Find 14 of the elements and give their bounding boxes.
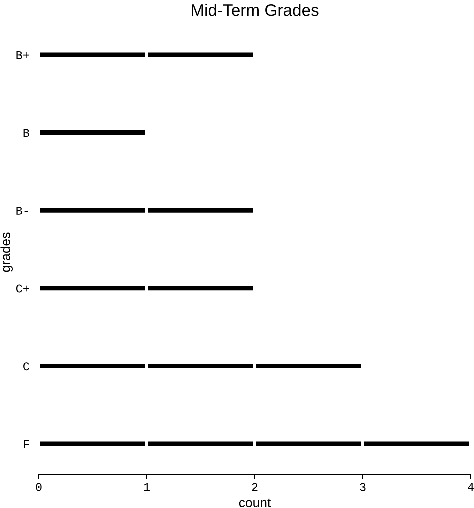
y-tick-label: B- (16, 207, 28, 215)
y-tick-label: B+ (16, 52, 30, 60)
x-tick-label: 2 (252, 483, 258, 492)
y-tick-label: B (24, 129, 30, 138)
x-tick-label: 0 (36, 483, 42, 492)
chart-title: Mid-Term Grades (192, 4, 319, 16)
y-tick-label: C (24, 362, 30, 371)
y-tick-label: C+ (16, 284, 30, 293)
x-tick-label: 1 (144, 483, 150, 492)
y-axis-title: grades (0, 232, 13, 272)
x-axis-title: count (239, 498, 272, 508)
x-tick-label: 4 (468, 483, 474, 492)
x-tick-label: 3 (360, 483, 366, 492)
y-tick-label: F (24, 440, 30, 448)
